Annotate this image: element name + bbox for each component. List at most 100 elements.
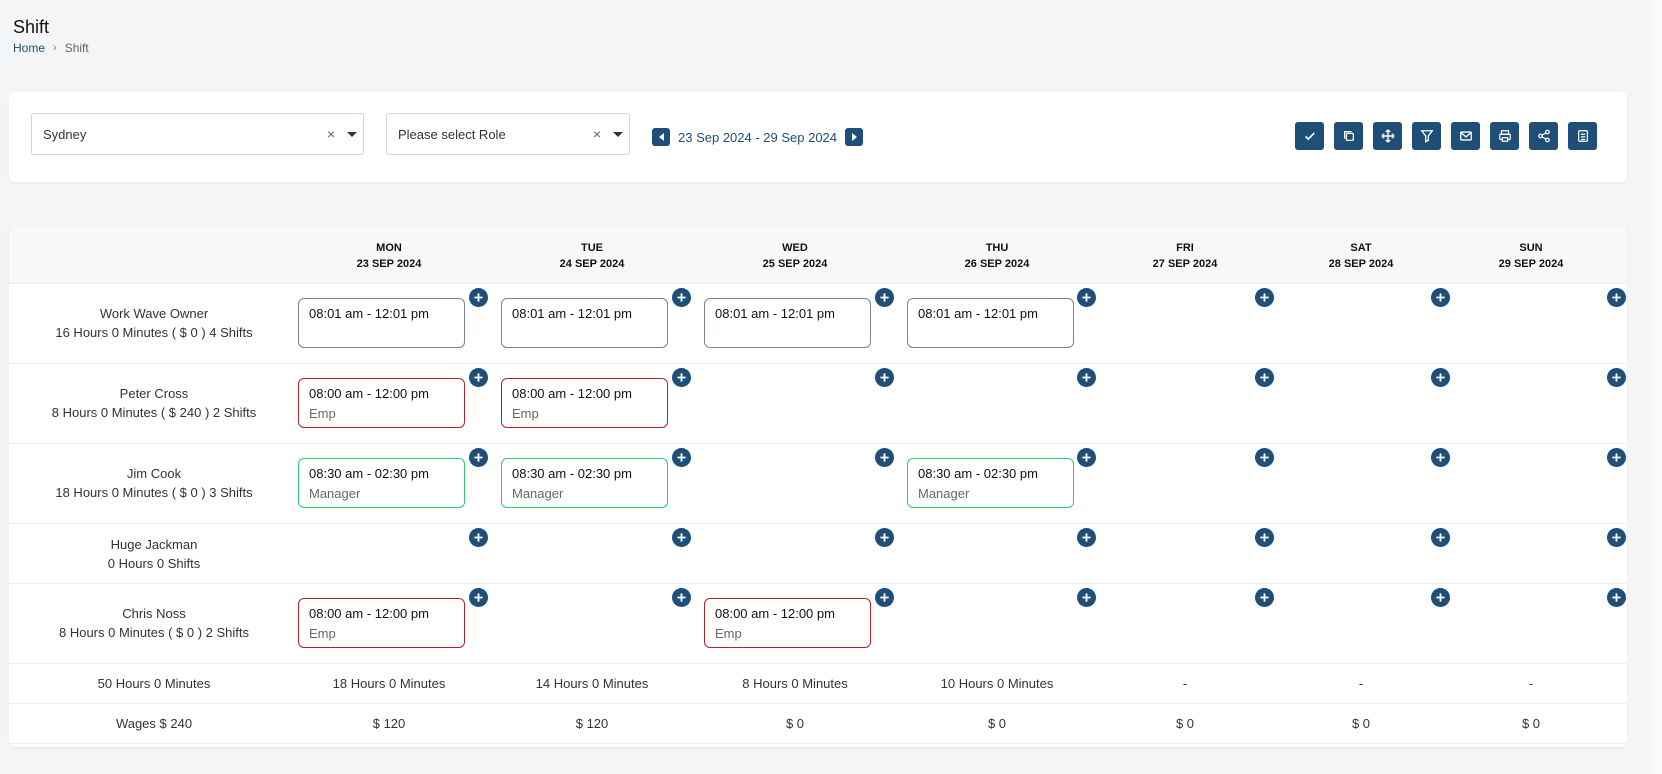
add-shift-button[interactable]	[875, 528, 894, 547]
day-total-wages: $ 0	[785, 716, 805, 731]
plus-icon	[473, 372, 484, 383]
plus-icon	[1081, 372, 1092, 383]
total-hours-label: 50 Hours 0 Minutes	[97, 676, 211, 691]
add-shift-button[interactable]	[672, 288, 691, 307]
plus-icon	[1611, 452, 1622, 463]
filter-card: Sydney × Please select Role × 23 Sep 202…	[9, 92, 1627, 182]
shift-card[interactable]: 08:01 am - 12:01 pm	[298, 298, 465, 348]
add-shift-button[interactable]	[875, 288, 894, 307]
add-shift-button[interactable]	[1255, 588, 1274, 607]
next-week-button[interactable]	[845, 128, 864, 146]
location-dropdown-icon[interactable]	[347, 132, 357, 137]
plus-icon	[1611, 372, 1622, 383]
shift-card[interactable]: 08:00 am - 12:00 pm Emp	[704, 598, 871, 648]
add-shift-button[interactable]	[1077, 448, 1096, 467]
add-shift-button[interactable]	[1607, 588, 1626, 607]
add-shift-button[interactable]	[469, 588, 488, 607]
employee-name[interactable]: Huge Jackman	[110, 537, 198, 552]
plus-icon	[1081, 292, 1092, 303]
add-shift-button[interactable]	[1431, 528, 1450, 547]
day-total-wages: $ 0	[1521, 716, 1541, 731]
shift-card[interactable]: 08:30 am - 02:30 pm Manager	[501, 458, 668, 508]
day-total-wages: $ 0	[987, 716, 1007, 731]
day-total-wages: $ 0	[1175, 716, 1195, 731]
day-of-week: MON	[376, 242, 402, 254]
location-clear-icon[interactable]: ×	[327, 126, 336, 142]
employee-name[interactable]: Jim Cook	[126, 466, 182, 481]
day-total-hours: -	[1358, 676, 1364, 691]
add-shift-button[interactable]	[1077, 588, 1096, 607]
share-button[interactable]	[1529, 122, 1558, 150]
plus-icon	[473, 292, 484, 303]
add-shift-button[interactable]	[1255, 528, 1274, 547]
location-select[interactable]: Sydney ×	[31, 113, 364, 155]
prev-week-button[interactable]	[652, 128, 670, 146]
breadcrumb-home[interactable]: Home	[13, 41, 46, 55]
shift-card[interactable]: 08:00 am - 12:00 pm Emp	[298, 378, 465, 428]
add-shift-button[interactable]	[1431, 448, 1450, 467]
add-shift-button[interactable]	[1431, 288, 1450, 307]
add-shift-button[interactable]	[1431, 588, 1450, 607]
shift-card[interactable]: 08:30 am - 02:30 pm Manager	[298, 458, 465, 508]
shift-card[interactable]: 08:00 am - 12:00 pm Emp	[298, 598, 465, 648]
shift-card[interactable]: 08:00 am - 12:00 pm Emp	[501, 378, 668, 428]
add-shift-button[interactable]	[1255, 288, 1274, 307]
add-shift-button[interactable]	[469, 528, 488, 547]
shift-time: 08:00 am - 12:00 pm	[715, 606, 835, 621]
day-total-hours: 10 Hours 0 Minutes	[940, 676, 1054, 691]
add-shift-button[interactable]	[875, 588, 894, 607]
shift-card[interactable]: 08:30 am - 02:30 pm Manager	[907, 458, 1074, 508]
role-select[interactable]: Please select Role ×	[386, 113, 630, 155]
day-total-wages: $ 120	[575, 716, 609, 731]
add-shift-button[interactable]	[1077, 368, 1096, 387]
employee-row: Chris Noss 8 Hours 0 Minutes ( $ 0 ) 2 Sh…	[9, 584, 1627, 664]
add-shift-button[interactable]	[1431, 368, 1450, 387]
day-header: SAT 28 SEP 2024	[1329, 240, 1394, 272]
shift-card[interactable]: 08:01 am - 12:01 pm	[501, 298, 668, 348]
employee-name[interactable]: Peter Cross	[119, 386, 189, 401]
role-select-value: Please select Role	[398, 126, 506, 142]
publish-button[interactable]	[1295, 122, 1324, 150]
filter-button[interactable]	[1412, 122, 1441, 150]
print-button[interactable]	[1490, 122, 1519, 150]
copy-button[interactable]	[1334, 122, 1363, 150]
shift-card[interactable]: 08:01 am - 12:01 pm	[704, 298, 871, 348]
toolbar	[1295, 122, 1597, 150]
move-button[interactable]	[1373, 122, 1402, 150]
add-shift-button[interactable]	[1607, 288, 1626, 307]
employee-summary: 18 Hours 0 Minutes ( $ 0 ) 3 Shifts	[55, 485, 253, 500]
plus-icon	[676, 532, 687, 543]
add-shift-button[interactable]	[1607, 528, 1626, 547]
employee-row: Work Wave Owner 16 Hours 0 Minutes ( $ 0 …	[9, 284, 1627, 364]
add-shift-button[interactable]	[469, 288, 488, 307]
add-shift-button[interactable]	[469, 448, 488, 467]
add-shift-button[interactable]	[1077, 288, 1096, 307]
add-shift-button[interactable]	[1255, 368, 1274, 387]
add-shift-button[interactable]	[1607, 368, 1626, 387]
add-shift-button[interactable]	[672, 368, 691, 387]
add-shift-button[interactable]	[875, 368, 894, 387]
add-shift-button[interactable]	[875, 448, 894, 467]
employee-row: Jim Cook 18 Hours 0 Minutes ( $ 0 ) 3 Shi…	[9, 444, 1627, 524]
role-clear-icon[interactable]: ×	[593, 126, 602, 142]
add-shift-button[interactable]	[469, 368, 488, 387]
add-shift-button[interactable]	[672, 528, 691, 547]
add-shift-button[interactable]	[672, 448, 691, 467]
employee-row: Peter Cross 8 Hours 0 Minutes ( $ 240 ) 2…	[9, 364, 1627, 444]
add-shift-button[interactable]	[1077, 528, 1096, 547]
employee-name[interactable]: Chris Noss	[122, 606, 186, 621]
add-shift-button[interactable]	[672, 588, 691, 607]
employee-name[interactable]: Work Wave Owner	[99, 306, 209, 321]
day-date: 28 SEP 2024	[1328, 258, 1394, 270]
plus-icon	[879, 292, 890, 303]
plus-icon	[1081, 452, 1092, 463]
shift-card[interactable]: 08:01 am - 12:01 pm	[907, 298, 1074, 348]
export-button[interactable]	[1568, 122, 1597, 150]
add-shift-button[interactable]	[1607, 448, 1626, 467]
add-shift-button[interactable]	[1255, 448, 1274, 467]
plus-icon	[676, 292, 687, 303]
role-dropdown-icon[interactable]	[613, 132, 623, 137]
caret-left-icon	[658, 133, 664, 141]
email-button[interactable]	[1451, 122, 1480, 150]
vertical-scrollbar[interactable]	[1652, 0, 1662, 774]
